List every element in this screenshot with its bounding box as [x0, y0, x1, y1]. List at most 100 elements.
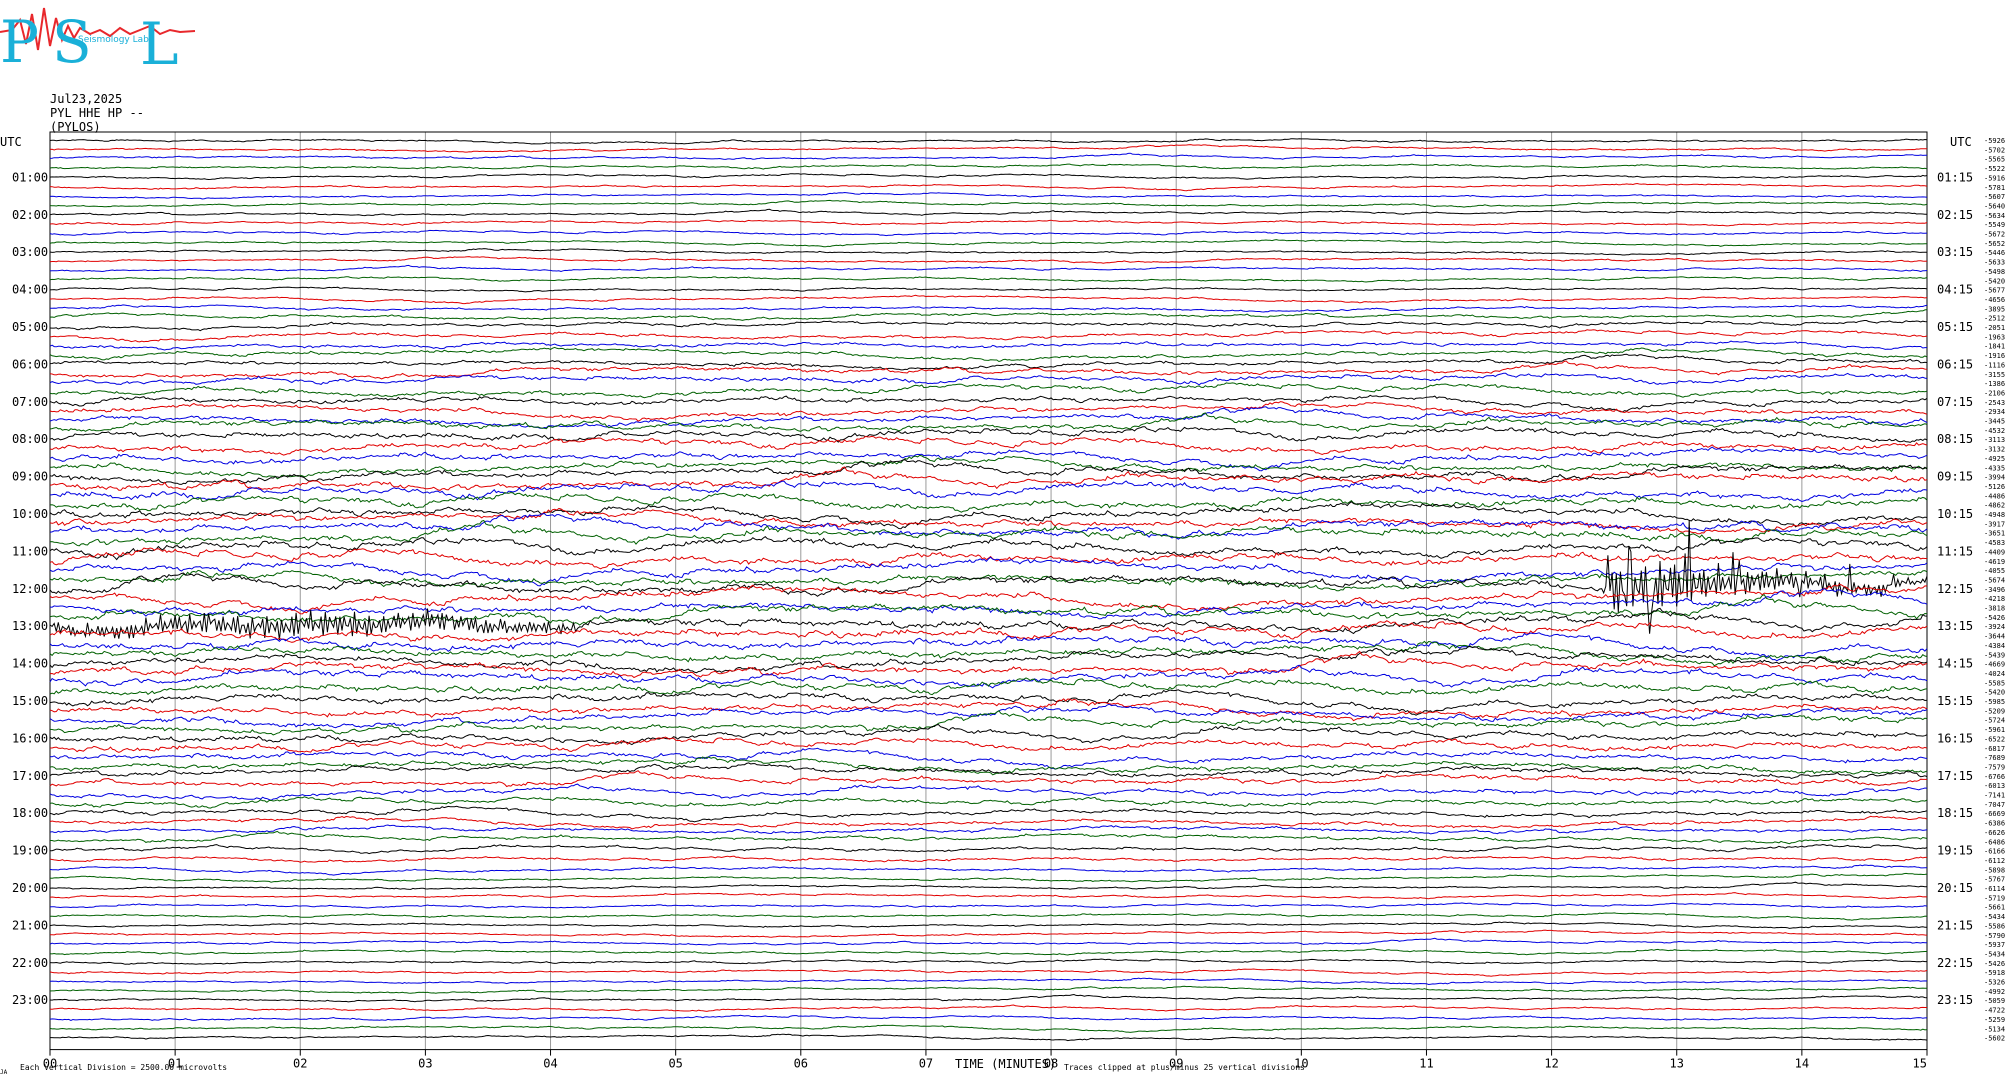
trace-offset-label: -4992 [1984, 988, 2005, 996]
seismic-trace [49, 401, 1928, 422]
seismic-trace [49, 993, 1928, 1003]
seismic-traces [49, 138, 1928, 1042]
seismic-trace [49, 620, 1928, 643]
trace-offset-label: -4925 [1984, 455, 2005, 463]
hour-label: 11:00 [12, 544, 48, 558]
seismic-trace [49, 1004, 1927, 1012]
seismic-trace [49, 466, 1928, 491]
seismic-trace [49, 248, 1928, 256]
plot-frame [49, 131, 1928, 1051]
seismic-trace [49, 958, 1927, 965]
seismic-trace [49, 770, 1928, 788]
trace-offset-label: -2934 [1984, 408, 2005, 416]
trace-offset-label: -5586 [1984, 922, 2005, 930]
seismic-trace [49, 320, 1928, 332]
seismic-trace [49, 664, 1928, 689]
seismic-trace [49, 645, 1928, 674]
seismic-trace [49, 698, 1928, 722]
seismic-trace [49, 512, 1928, 540]
seismic-trace [50, 830, 1928, 845]
trace-offset-label: -5926 [1984, 137, 2005, 145]
seismic-trace [49, 191, 1928, 200]
hour-label-right: 17:15 [1937, 769, 1973, 783]
hour-label-right: 03:15 [1937, 245, 1973, 259]
trace-offset-label: -4486 [1984, 492, 2005, 500]
seismic-trace [49, 762, 1928, 780]
trace-offset-label: -5426 [1984, 614, 2005, 622]
seismic-trace [49, 902, 1928, 909]
seismic-trace [49, 985, 1928, 994]
hour-label: 20:00 [12, 881, 48, 895]
trace-offset-label: -6013 [1984, 782, 2005, 790]
trace-offset-label: -5640 [1984, 202, 2005, 210]
clipping-note: Traces clipped at plus/minus 25 vertical… [1064, 1063, 1305, 1072]
seismic-trace [49, 239, 1928, 248]
trace-offset-label: -6486 [1984, 838, 2005, 846]
seismic-trace [49, 872, 1928, 883]
seismic-trace [49, 519, 1928, 547]
trace-offset-label: -5661 [1984, 904, 2005, 912]
seismic-trace [49, 294, 1928, 305]
trace-offset-label: -5326 [1984, 979, 2005, 987]
trace-offset-label: -5602 [1984, 1035, 2005, 1043]
trace-offset-label: -5439 [1984, 651, 2005, 659]
seismic-trace [49, 783, 1928, 801]
hour-label-right: 10:15 [1937, 507, 1973, 521]
trace-offset-label: -7141 [1984, 792, 2005, 800]
trace-offset-label: -7579 [1984, 763, 2005, 771]
seismic-trace [49, 824, 1928, 835]
time-grid [49, 131, 1928, 1051]
seismic-trace [49, 412, 1928, 432]
trace-offset-label: -5719 [1984, 894, 2005, 902]
seismic-trace [49, 426, 1928, 443]
trace-offset-label: -3496 [1984, 586, 2005, 594]
trace-offset-label: -6112 [1984, 857, 2005, 865]
seismic-trace [49, 921, 1927, 929]
seismic-trace [49, 756, 1928, 776]
hour-label-right: 13:15 [1937, 619, 1973, 633]
trace-offset-label: -5790 [1984, 932, 2005, 940]
x-tick-label: 12 [1544, 1057, 1558, 1071]
trace-offset-label: -4024 [1984, 670, 2005, 678]
hour-label: 19:00 [12, 844, 48, 858]
trace-offset-label: -3113 [1984, 436, 2005, 444]
trace-offset-label: -5434 [1984, 950, 2005, 958]
seismic-trace [49, 843, 1928, 855]
seismic-trace [50, 304, 1928, 313]
seismic-trace [49, 594, 1928, 626]
trace-offset-label: -4055 [1984, 567, 2005, 575]
station-name: (PYLOS) [50, 120, 101, 134]
trace-offset-label: -5259 [1984, 1016, 2005, 1024]
trace-offset-label: -5059 [1984, 997, 2005, 1005]
hour-label-right: 14:15 [1937, 657, 1973, 671]
seismic-trace [49, 372, 1928, 386]
hour-label: 12:00 [12, 582, 48, 596]
trace-offset-label: -6114 [1984, 885, 2005, 893]
trace-offset-label: -3994 [1984, 474, 2005, 482]
trace-offset-label: -5585 [1984, 679, 2005, 687]
trace-offset-label: -5209 [1984, 707, 2005, 715]
trace-offset-label: -4669 [1984, 661, 2005, 669]
trace-offset-label: -5767 [1984, 876, 2005, 884]
seismic-trace [49, 507, 1928, 535]
trace-offset-label: -3132 [1984, 446, 2005, 454]
left-axis-title: UTC [0, 135, 22, 149]
seismic-trace [49, 454, 1928, 480]
trace-offset-label: -3155 [1984, 371, 2005, 379]
seismic-trace [49, 459, 1928, 485]
trace-offset-label: -5674 [1984, 576, 2005, 584]
seismic-trace [49, 446, 1928, 472]
seismic-trace [49, 346, 1928, 363]
psl-logo: P S L Seismology Lab [0, 7, 196, 70]
hour-label: 21:00 [12, 918, 48, 932]
trace-offset-label: -7689 [1984, 754, 2005, 762]
x-tick-label: 00 [43, 1057, 57, 1071]
trace-offset-label: -5420 [1984, 689, 2005, 697]
trace-offset-label: -6669 [1984, 810, 2005, 818]
trace-offset-label: -1963 [1984, 333, 2005, 341]
seismic-trace [49, 815, 1928, 830]
seismic-trace [49, 1024, 1928, 1033]
trace-offset-label: -2106 [1984, 389, 2005, 397]
hour-label: 04:00 [12, 283, 48, 297]
trace-offset-label: -5916 [1984, 174, 2005, 182]
